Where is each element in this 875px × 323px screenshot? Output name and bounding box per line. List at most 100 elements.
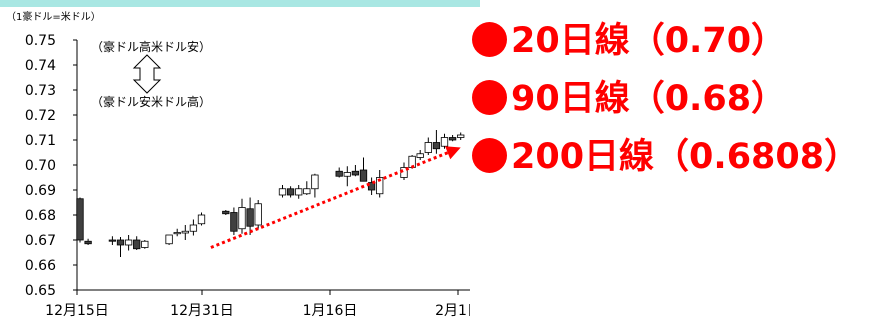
candle: [343, 166, 351, 187]
candle: [173, 228, 181, 237]
candle: [76, 197, 84, 243]
candle-body: [108, 239, 117, 242]
y-tick-label: 0.68: [25, 208, 56, 224]
annotation-up: （豪ドル高米ドル安）: [91, 39, 211, 54]
candle-body: [343, 172, 351, 177]
candles: [76, 130, 465, 257]
y-tick-label: 0.66: [25, 258, 56, 274]
y-tick-label: 0.67: [25, 233, 56, 249]
candle-body: [278, 188, 287, 196]
candle: [351, 165, 360, 177]
ma-label: 200日線（0.6808）: [511, 137, 860, 177]
candle: [84, 238, 92, 245]
candle-body: [181, 230, 189, 234]
candle-body: [116, 239, 125, 246]
candle: [303, 181, 311, 195]
candle-body: [246, 208, 254, 227]
candle-body: [84, 240, 92, 245]
y-tick-label: 0.71: [25, 133, 56, 149]
candle: [448, 135, 457, 142]
candle: [238, 198, 246, 234]
candle-body: [197, 214, 206, 225]
x-tick-label: 12月31日: [170, 303, 234, 319]
candle: [141, 240, 149, 249]
candle-body: [424, 142, 432, 153]
candle-body: [254, 203, 262, 226]
candle: [108, 236, 117, 245]
ma-label: 20日線（0.70）: [511, 21, 787, 61]
y-tick-label: 0.73: [25, 83, 56, 99]
candle-body: [189, 224, 198, 232]
candle: [116, 237, 125, 257]
candle-body: [124, 239, 133, 246]
top-accent-bar: [0, 0, 480, 7]
candle: [197, 212, 206, 226]
candle: [254, 200, 262, 229]
candle-body: [286, 188, 295, 196]
candle-body: [457, 134, 465, 138]
x-tick-label: 1月16日: [303, 303, 358, 319]
x-tick-label: 12月15日: [45, 303, 109, 319]
direction-annotation: （豪ドル高米ドル安） （豪ドル安米ドル高）: [91, 39, 211, 109]
candle-body: [416, 153, 424, 158]
candle-body: [351, 170, 360, 176]
candle-body: [222, 210, 230, 215]
candle: [359, 157, 368, 182]
candle: [222, 210, 230, 215]
candlestick-chart: （1豪ドル=米ドル） 0.750.740.730.720.710.700.690…: [6, 10, 470, 319]
candle: [165, 234, 173, 245]
y-tick-label: 0.72: [25, 108, 56, 124]
y-tick-label: 0.74: [25, 58, 56, 74]
arrowhead-icon: [445, 146, 461, 160]
candle-body: [173, 232, 181, 235]
y-tick-label: 0.65: [25, 283, 56, 299]
candle-body: [238, 207, 246, 230]
double-arrow-icon: [132, 54, 162, 94]
candle-body: [165, 234, 173, 245]
red-dot-icon: [472, 22, 507, 57]
candle: [367, 177, 376, 195]
y-tick-label: 0.70: [25, 158, 56, 174]
trend-line: [210, 151, 449, 249]
candle-body: [432, 142, 441, 150]
red-dot-icon: [472, 138, 507, 173]
candle-body: [376, 177, 384, 195]
candle: [335, 167, 343, 178]
ma-line-90: 90日線（0.68）: [472, 79, 786, 119]
unit-label: （1豪ドル=米ドル）: [6, 10, 101, 23]
candle-body: [133, 239, 141, 250]
red-dot-icon: [472, 80, 507, 115]
candle-body: [440, 137, 449, 147]
candle: [286, 186, 295, 198]
y-axis: 0.75 0.74 0.73 0.72 0.71 0.70 0.69 0.68 0.67 0.66…: [25, 33, 78, 299]
candle-body: [230, 212, 238, 232]
candle: [457, 132, 465, 140]
candle: [246, 197, 254, 235]
x-axis: 12月15日 12月31日 1月16日 2月1日: [45, 289, 470, 319]
candle: [311, 173, 319, 198]
candle: [432, 130, 441, 154]
candle-body: [359, 169, 368, 182]
y-tick-label: 0.69: [25, 183, 56, 199]
candle: [416, 150, 424, 160]
candle-body: [303, 188, 311, 195]
candle: [376, 170, 384, 198]
candle: [181, 225, 189, 240]
x-tick-label: 2月1日: [435, 303, 470, 319]
candle-body: [295, 188, 303, 196]
annotation-down: （豪ドル安米ドル高）: [91, 94, 211, 109]
trend-arrow: [210, 146, 461, 249]
ma-line-20: 20日線（0.70）: [472, 21, 786, 61]
candle: [124, 235, 133, 251]
candle-body: [335, 170, 343, 177]
candle-body: [448, 137, 457, 141]
candle: [189, 219, 198, 236]
candle: [230, 207, 238, 235]
candle-body: [141, 240, 149, 248]
candle: [278, 185, 287, 198]
candle: [133, 236, 141, 250]
candle-body: [311, 174, 319, 190]
candle-body: [367, 182, 376, 191]
ma-line-200: 200日線（0.6808）: [472, 137, 859, 177]
y-tick-label: 0.75: [25, 33, 56, 49]
